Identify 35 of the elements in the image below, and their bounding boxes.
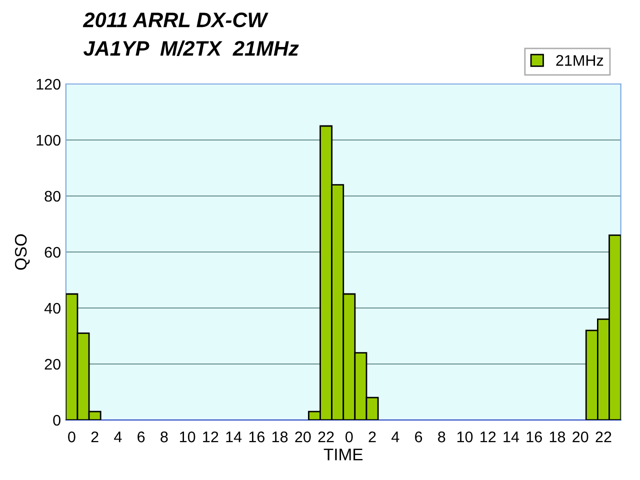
x-tick-label: 6 — [138, 432, 145, 442]
x-tick-label: 20 — [572, 432, 588, 442]
x-tick-label: 2 — [91, 432, 98, 442]
x-tick-label: 22 — [596, 432, 612, 442]
x-tick-label: 10 — [457, 432, 473, 442]
x-tick-label: 4 — [114, 432, 122, 442]
x-tick-label: 16 — [526, 432, 542, 442]
y-tick-label: 120 — [36, 78, 60, 90]
y-tick-label: 20 — [44, 358, 60, 370]
x-tick-label: 14 — [504, 432, 520, 442]
x-tick-label: 12 — [203, 432, 218, 442]
x-tick-label: 0 — [345, 432, 353, 442]
x-tick-label: 6 — [415, 432, 422, 442]
x-tick-label: 16 — [249, 432, 264, 442]
x-axis-title: TIME — [324, 448, 363, 460]
y-tick-label: 40 — [44, 302, 60, 314]
x-tick-label: 18 — [550, 432, 566, 442]
x-tick-label: 0 — [68, 432, 76, 442]
x-tick-label: 4 — [391, 432, 400, 442]
y-tick-label: 60 — [44, 246, 60, 258]
x-tick-label: 2 — [368, 432, 376, 442]
x-tick-label: 12 — [480, 432, 496, 442]
x-tick-label: 22 — [318, 432, 334, 442]
y-tick-label: 100 — [36, 134, 60, 146]
x-tick-label: 20 — [295, 432, 311, 442]
y-tick-label: 0 — [53, 414, 60, 426]
y-axis-title: QSO — [14, 234, 30, 270]
x-tick-label: 10 — [180, 432, 196, 442]
legend-label: 21MHz — [556, 55, 604, 66]
x-tick-label: 8 — [438, 432, 446, 442]
x-tick-label: 18 — [272, 432, 288, 442]
chart-title: 2011 ARRL DX-CW JA1YP M/2TX 21MHz — [82, 12, 299, 56]
y-tick-label: 80 — [44, 190, 60, 202]
x-tick-label: 8 — [160, 432, 168, 442]
x-tick-label: 14 — [226, 432, 242, 442]
